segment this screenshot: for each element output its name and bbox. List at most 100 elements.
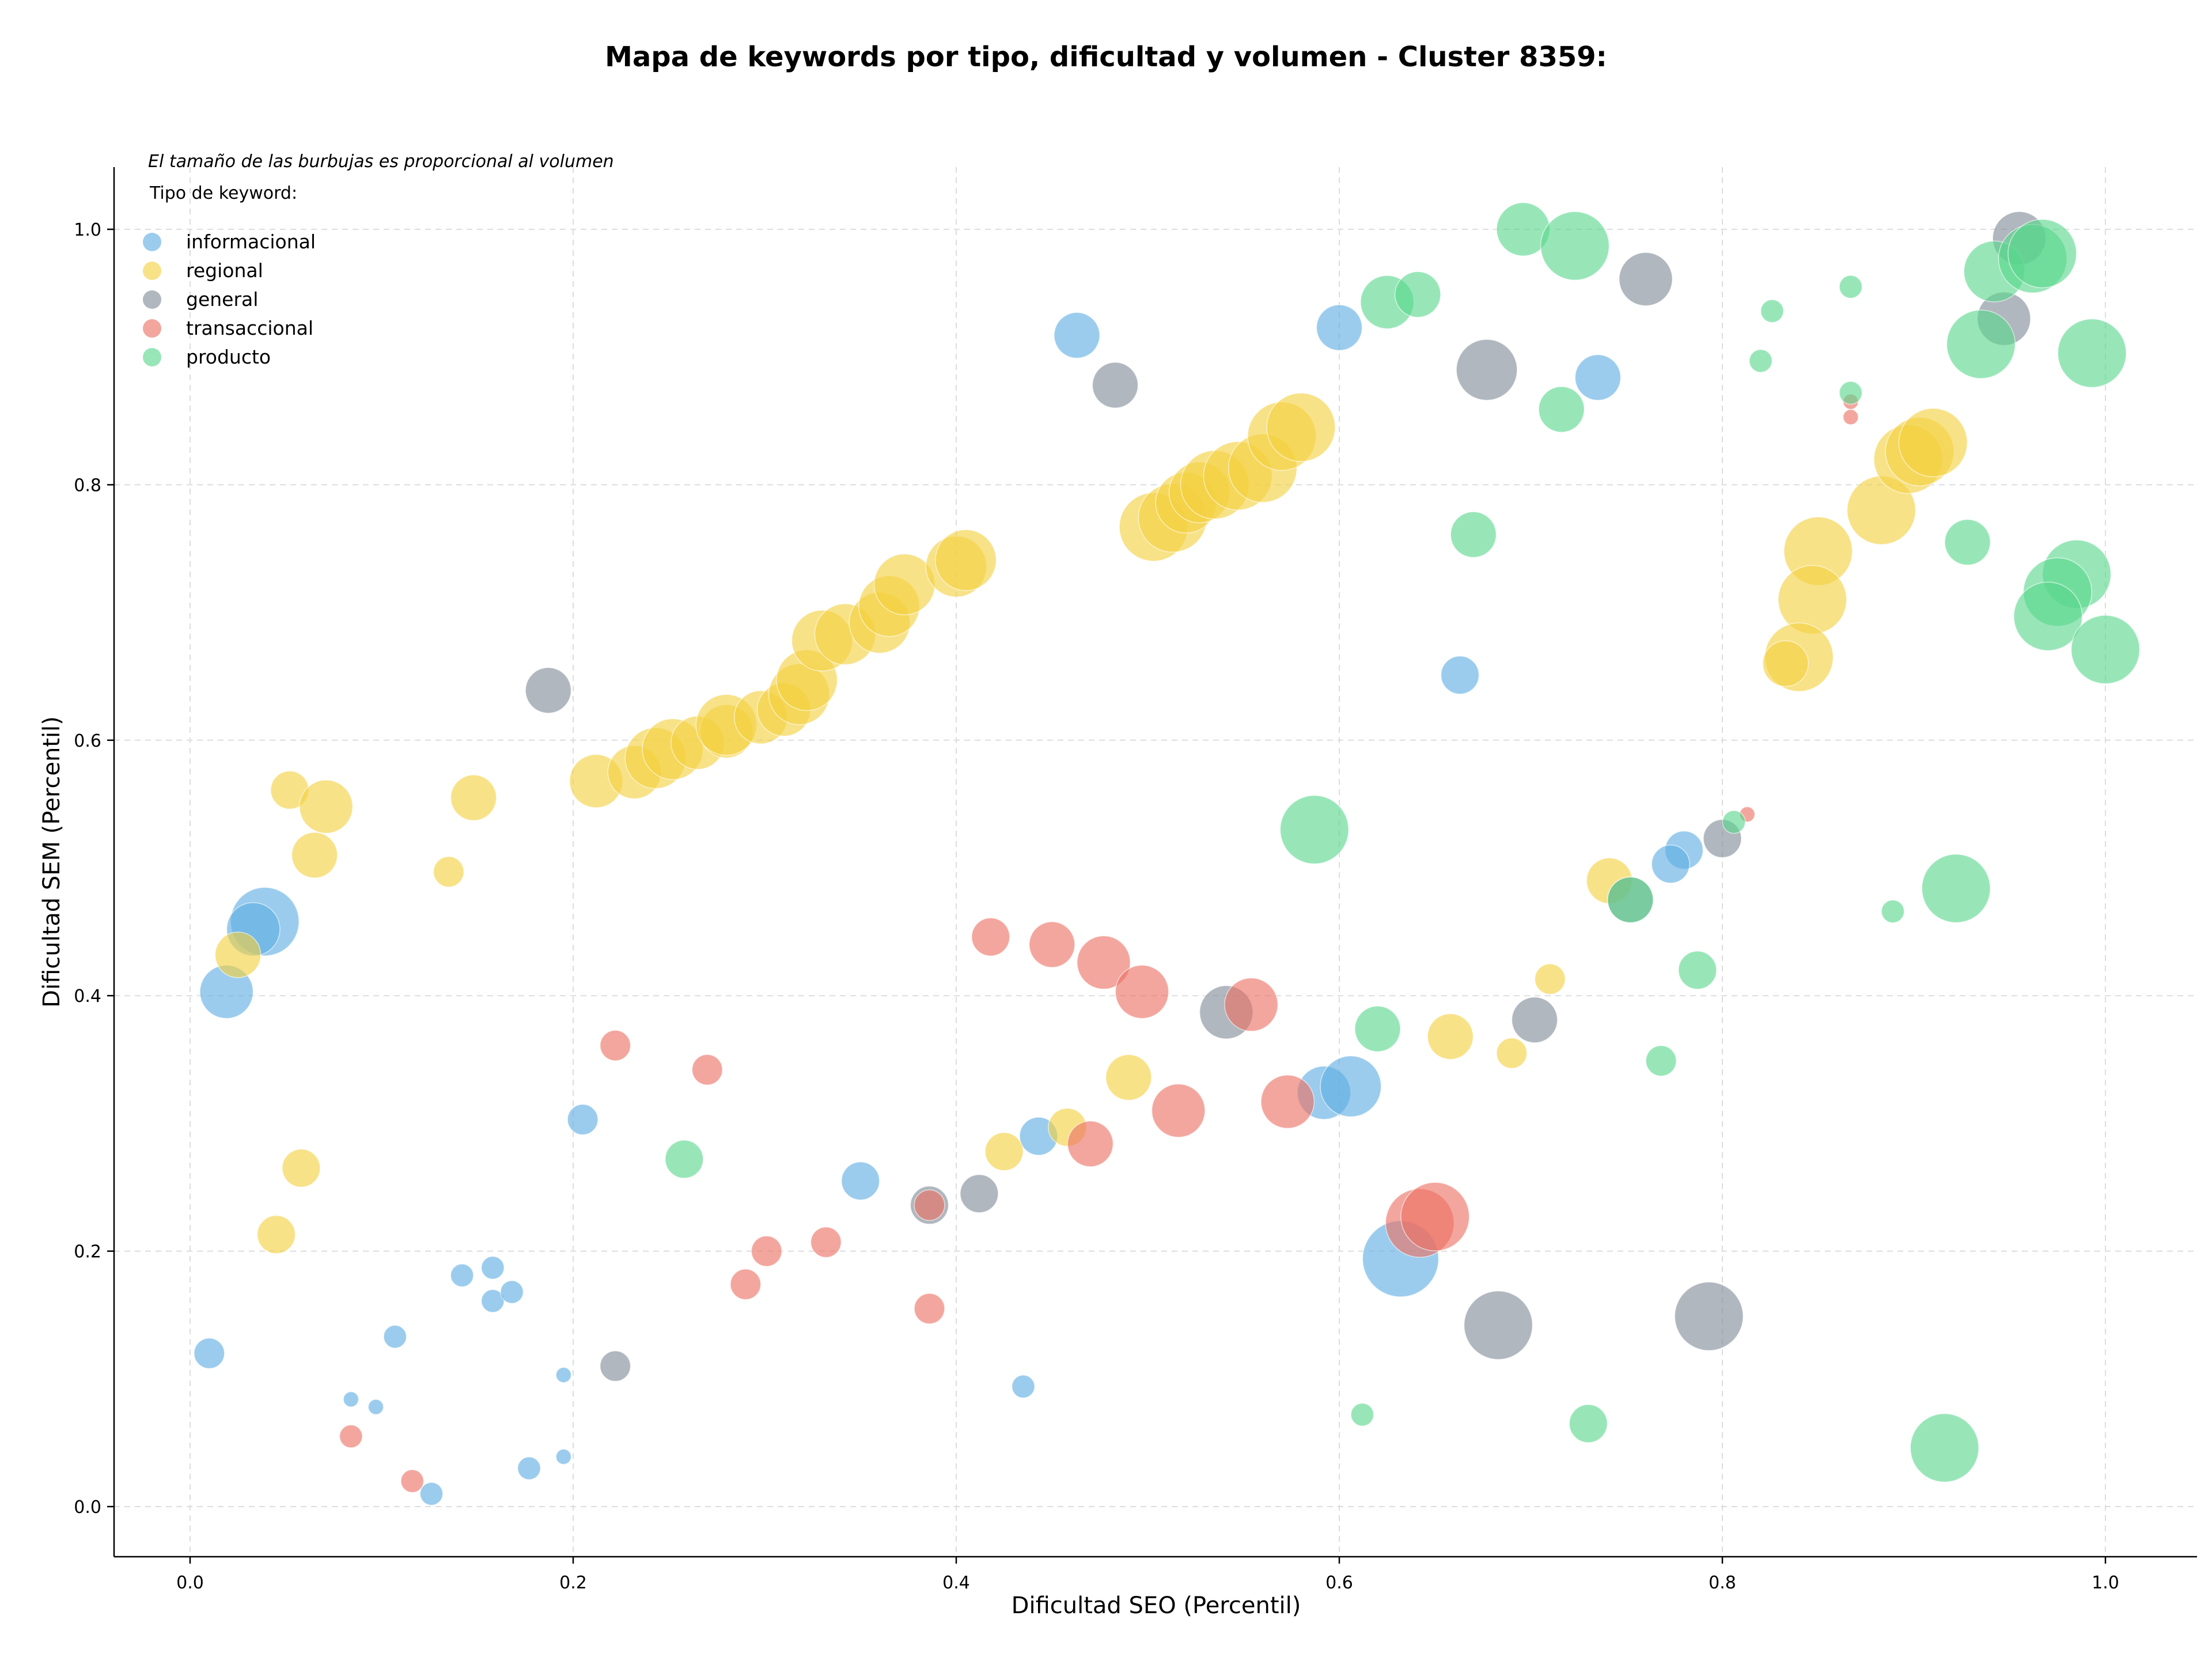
bubble-transaccional bbox=[1028, 921, 1075, 968]
bubble-informacional bbox=[841, 1161, 880, 1201]
series-producto bbox=[665, 202, 2141, 1483]
bubble-general bbox=[1511, 996, 1558, 1043]
bubble-producto bbox=[1354, 1005, 1401, 1053]
bubble-informacional bbox=[1320, 1055, 1382, 1118]
bubble-general bbox=[525, 667, 572, 714]
bubble-informacional bbox=[567, 1104, 599, 1136]
bubble-transaccional bbox=[400, 1469, 425, 1493]
bubble-producto bbox=[1910, 1413, 1979, 1483]
bubble-producto bbox=[1569, 1404, 1608, 1443]
bubble-regional bbox=[1496, 1037, 1528, 1069]
bubble-informacional bbox=[480, 1289, 505, 1313]
bubble-informacional bbox=[368, 1399, 384, 1416]
bubble-producto bbox=[1645, 1045, 1677, 1077]
x-ticks: 0.0 0.2 0.4 0.6 0.8 1.0 bbox=[176, 1557, 2119, 1593]
legend-marker-informacional bbox=[143, 233, 161, 251]
bubble-producto bbox=[1394, 271, 1441, 318]
data-bubbles bbox=[194, 202, 2141, 1506]
y-tick-label: 0.0 bbox=[74, 1497, 101, 1518]
bubble-producto bbox=[1748, 349, 1773, 373]
bubble-transaccional bbox=[751, 1235, 782, 1267]
bubble-producto bbox=[1760, 299, 1784, 323]
bubble-transaccional bbox=[971, 917, 1010, 956]
bubble-general bbox=[1619, 252, 1673, 307]
bubble-transaccional bbox=[810, 1226, 842, 1258]
bubble-informacional bbox=[1440, 655, 1480, 695]
bubble-regional bbox=[1266, 392, 1336, 462]
y-tick-label: 0.8 bbox=[74, 475, 101, 495]
legend-label-general: general bbox=[186, 288, 258, 311]
x-tick-label: 0.8 bbox=[1709, 1573, 1736, 1593]
x-axis-label: Dificultad SEO (Percentil) bbox=[1012, 1592, 1301, 1619]
legend-marker-regional bbox=[143, 262, 161, 280]
bubble-producto bbox=[1722, 810, 1746, 834]
chart-title: Mapa de keywords por tipo, dificultad y … bbox=[605, 41, 1607, 73]
bubble-producto bbox=[1279, 794, 1349, 865]
bubble-informacional bbox=[1054, 312, 1100, 359]
bubble-informacional bbox=[1316, 304, 1363, 351]
bubble-producto bbox=[1540, 211, 1610, 281]
legend-marker-transaccional bbox=[143, 319, 161, 338]
bubble-producto bbox=[1350, 1402, 1374, 1427]
legend-label-producto: producto bbox=[186, 346, 271, 368]
legend-label-regional: regional bbox=[186, 259, 263, 282]
bubble-transaccional bbox=[1077, 935, 1131, 990]
bubble-producto bbox=[665, 1140, 704, 1179]
series-general bbox=[525, 211, 2047, 1382]
bubble-regional bbox=[214, 931, 262, 978]
bubble-regional bbox=[299, 780, 354, 834]
bubble-general bbox=[600, 1350, 631, 1382]
bubble-informacional bbox=[383, 1325, 407, 1349]
bubble-producto bbox=[1946, 309, 2016, 379]
series-informacional bbox=[194, 304, 1704, 1506]
y-tick-label: 0.4 bbox=[74, 986, 101, 1007]
bubble-informacional bbox=[419, 1482, 444, 1506]
bubble-informacional bbox=[480, 1255, 505, 1280]
bubble-producto bbox=[2008, 218, 2077, 289]
bubble-producto bbox=[1921, 853, 1991, 924]
legend: El tamaño de las burbujas es proporciona… bbox=[143, 152, 614, 368]
bubble-general bbox=[1456, 339, 1518, 401]
bubble-regional bbox=[1898, 408, 1968, 478]
bubble-informacional bbox=[194, 1337, 225, 1369]
bubble-transaccional bbox=[914, 1189, 945, 1221]
bubble-informacional bbox=[1651, 845, 1690, 884]
bubble-transaccional bbox=[339, 1424, 363, 1448]
bubble-informacional bbox=[1574, 354, 1622, 401]
bubble-transaccional bbox=[1260, 1074, 1315, 1129]
y-ticks: 0.0 0.2 0.4 0.6 0.8 1.0 bbox=[74, 220, 114, 1518]
bubble-producto bbox=[1944, 519, 1991, 566]
bubble-producto bbox=[1881, 899, 1905, 924]
bubble-informacional bbox=[1011, 1375, 1035, 1399]
bubble-general bbox=[1092, 362, 1139, 408]
bubble-transaccional bbox=[1842, 408, 1859, 425]
bubble-general bbox=[960, 1174, 999, 1213]
bubble-informacional bbox=[517, 1456, 541, 1481]
bubble-regional bbox=[1778, 565, 1847, 635]
legend-title: Tipo de keyword: bbox=[149, 183, 297, 203]
bubble-regional bbox=[433, 856, 465, 888]
bubble-producto bbox=[1678, 951, 1717, 990]
bubble-informacional bbox=[500, 1280, 524, 1304]
bubble-regional bbox=[1762, 640, 1809, 687]
bubble-informacional bbox=[450, 1263, 474, 1288]
x-tick-label: 1.0 bbox=[2092, 1573, 2119, 1593]
bubble-regional bbox=[282, 1148, 321, 1188]
bubble-transaccional bbox=[1151, 1083, 1206, 1138]
bubble-regional bbox=[984, 1132, 1024, 1171]
bubble-regional bbox=[291, 831, 338, 879]
bubble-transaccional bbox=[1400, 1182, 1470, 1251]
legend-label-informacional: informacional bbox=[186, 230, 316, 253]
y-tick-label: 1.0 bbox=[74, 220, 101, 240]
bubble-regional bbox=[1534, 963, 1566, 995]
legend-label-transaccional: transaccional bbox=[186, 317, 313, 339]
y-tick-label: 0.6 bbox=[74, 731, 101, 751]
y-tick-label: 0.2 bbox=[74, 1242, 101, 1262]
bubble-informacional bbox=[343, 1391, 359, 1408]
bubble-general bbox=[1463, 1291, 1533, 1360]
bubble-transaccional bbox=[600, 1030, 631, 1061]
bubble-transaccional bbox=[914, 1293, 945, 1325]
bubble-producto bbox=[2057, 318, 2127, 388]
